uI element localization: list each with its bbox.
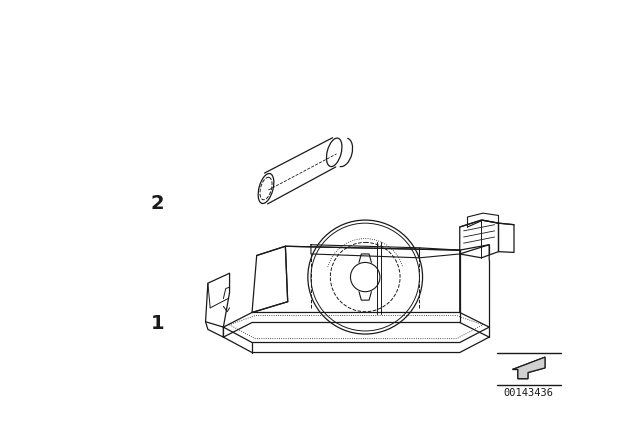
Text: 00143436: 00143436 (504, 388, 554, 398)
Polygon shape (513, 357, 545, 379)
Text: 1: 1 (150, 314, 164, 333)
Text: 2: 2 (150, 194, 164, 213)
